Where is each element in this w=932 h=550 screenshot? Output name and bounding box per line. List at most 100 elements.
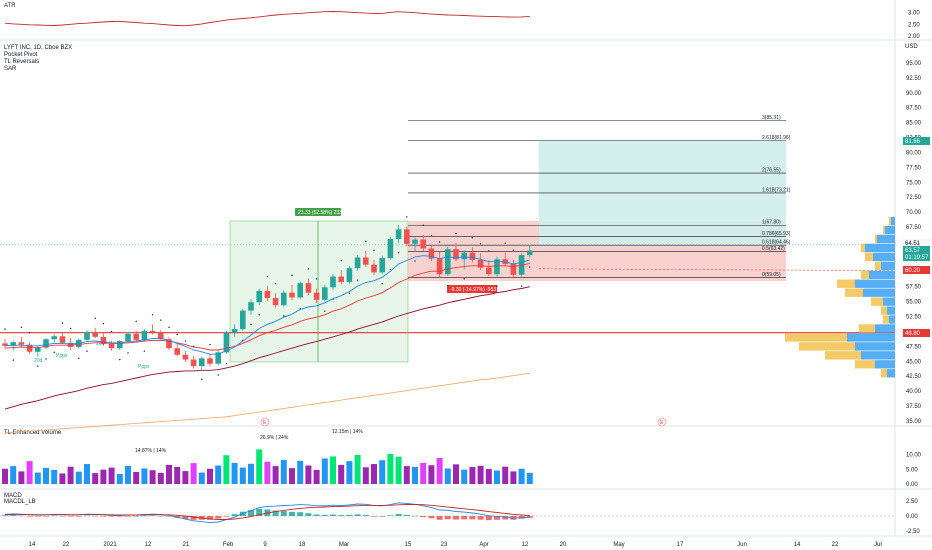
volume-bar[interactable] <box>436 457 443 484</box>
volume-bar[interactable] <box>51 469 58 484</box>
volume-bar[interactable] <box>149 470 156 484</box>
candle-body[interactable] <box>207 358 213 364</box>
candle-body[interactable] <box>461 252 467 260</box>
volume-bar[interactable] <box>387 454 394 484</box>
volume-bar[interactable] <box>166 464 172 484</box>
volume-bar[interactable] <box>75 471 82 484</box>
volume-bar[interactable] <box>444 468 451 484</box>
candle-body[interactable] <box>10 342 16 346</box>
volume-bar[interactable] <box>141 468 148 484</box>
volume-bar[interactable] <box>239 467 246 484</box>
candle-body[interactable] <box>174 348 180 355</box>
candle-body[interactable] <box>469 252 476 260</box>
volume-bar[interactable] <box>338 464 345 484</box>
candle-body[interactable] <box>2 343 8 346</box>
candle-body[interactable] <box>108 344 115 349</box>
volume-bar[interactable] <box>256 449 263 484</box>
volume-bar[interactable] <box>43 467 49 484</box>
candle-body[interactable] <box>379 258 385 273</box>
candle-body[interactable] <box>272 298 279 306</box>
candle-body[interactable] <box>26 344 33 352</box>
volume-bar[interactable] <box>395 456 402 484</box>
candle-body[interactable] <box>51 336 57 340</box>
volume-bar[interactable] <box>223 455 230 484</box>
candle-body[interactable] <box>404 229 410 244</box>
candle-body[interactable] <box>248 302 254 311</box>
volume-bar[interactable] <box>190 463 197 484</box>
candle-body[interactable] <box>428 248 435 259</box>
volume-bar[interactable] <box>371 464 377 484</box>
volume-bar[interactable] <box>272 466 279 484</box>
candle-body[interactable] <box>510 264 517 275</box>
candle-body[interactable] <box>149 330 156 333</box>
volume-bar[interactable] <box>477 465 484 484</box>
candle-body[interactable] <box>527 250 533 256</box>
volume-bar[interactable] <box>412 466 418 484</box>
volume-bar[interactable] <box>346 461 353 484</box>
candle-body[interactable] <box>125 333 131 342</box>
candle-body[interactable] <box>223 332 230 353</box>
candle-body[interactable] <box>313 292 320 300</box>
volume-bar[interactable] <box>502 466 509 484</box>
volume-bar[interactable] <box>157 472 164 484</box>
volume-bar[interactable] <box>297 460 304 484</box>
volume-bar[interactable] <box>26 461 33 484</box>
volume-bar[interactable] <box>354 454 361 484</box>
candle-body[interactable] <box>477 259 484 268</box>
candle-body[interactable] <box>190 359 197 367</box>
volume-bar[interactable] <box>510 471 517 484</box>
candle-body[interactable] <box>494 259 500 275</box>
candle-body[interactable] <box>453 249 459 260</box>
candle-body[interactable] <box>289 292 295 298</box>
candle-body[interactable] <box>92 332 98 337</box>
candle-body[interactable] <box>387 238 394 259</box>
candle-body[interactable] <box>322 287 328 300</box>
volume-bar[interactable] <box>34 472 41 484</box>
candle-body[interactable] <box>43 339 49 348</box>
volume-bar[interactable] <box>198 472 205 484</box>
candle-body[interactable] <box>346 268 353 282</box>
volume-bar[interactable] <box>305 465 312 484</box>
candle-body[interactable] <box>35 347 41 352</box>
candle-body[interactable] <box>166 339 172 349</box>
volume-bar[interactable] <box>231 462 238 484</box>
candle-body[interactable] <box>420 239 426 249</box>
volume-bar[interactable] <box>2 468 8 484</box>
candle-body[interactable] <box>371 264 377 273</box>
volume-bar[interactable] <box>18 471 25 484</box>
volume-bar[interactable] <box>248 463 254 484</box>
volume-bar[interactable] <box>518 468 525 484</box>
candle-body[interactable] <box>199 358 205 367</box>
volume-bar[interactable] <box>289 468 295 484</box>
volume-bar[interactable] <box>215 465 222 484</box>
volume-bar[interactable] <box>92 473 99 484</box>
candle-body[interactable] <box>240 310 246 330</box>
volume-bar[interactable] <box>485 469 492 484</box>
candle-body[interactable] <box>231 329 238 333</box>
volume-bar[interactable] <box>469 466 476 484</box>
volume-bar[interactable] <box>174 466 181 484</box>
candle-body[interactable] <box>264 290 271 299</box>
volume-bar[interactable] <box>182 471 189 484</box>
candle-body[interactable] <box>84 332 90 340</box>
candle-body[interactable] <box>486 267 492 275</box>
candle-body[interactable] <box>158 332 164 340</box>
volume-bar[interactable] <box>321 458 328 484</box>
candle-body[interactable] <box>338 276 344 282</box>
volume-bar[interactable] <box>100 469 107 484</box>
volume-bar[interactable] <box>133 471 140 484</box>
volume-bar[interactable] <box>362 467 369 484</box>
candle-body[interactable] <box>18 342 25 345</box>
candle-body[interactable] <box>281 292 287 306</box>
candle-body[interactable] <box>412 239 418 244</box>
volume-bar[interactable] <box>59 473 66 484</box>
volume-bar[interactable] <box>207 468 213 484</box>
candle-body[interactable] <box>133 333 139 340</box>
candle-body[interactable] <box>117 341 123 349</box>
volume-bar[interactable] <box>10 466 17 484</box>
candle-body[interactable] <box>395 229 402 239</box>
earnings-event-marker[interactable] <box>657 417 667 427</box>
volume-bar[interactable] <box>84 464 90 484</box>
candle-body[interactable] <box>354 257 361 269</box>
earnings-event-marker[interactable] <box>260 417 270 427</box>
